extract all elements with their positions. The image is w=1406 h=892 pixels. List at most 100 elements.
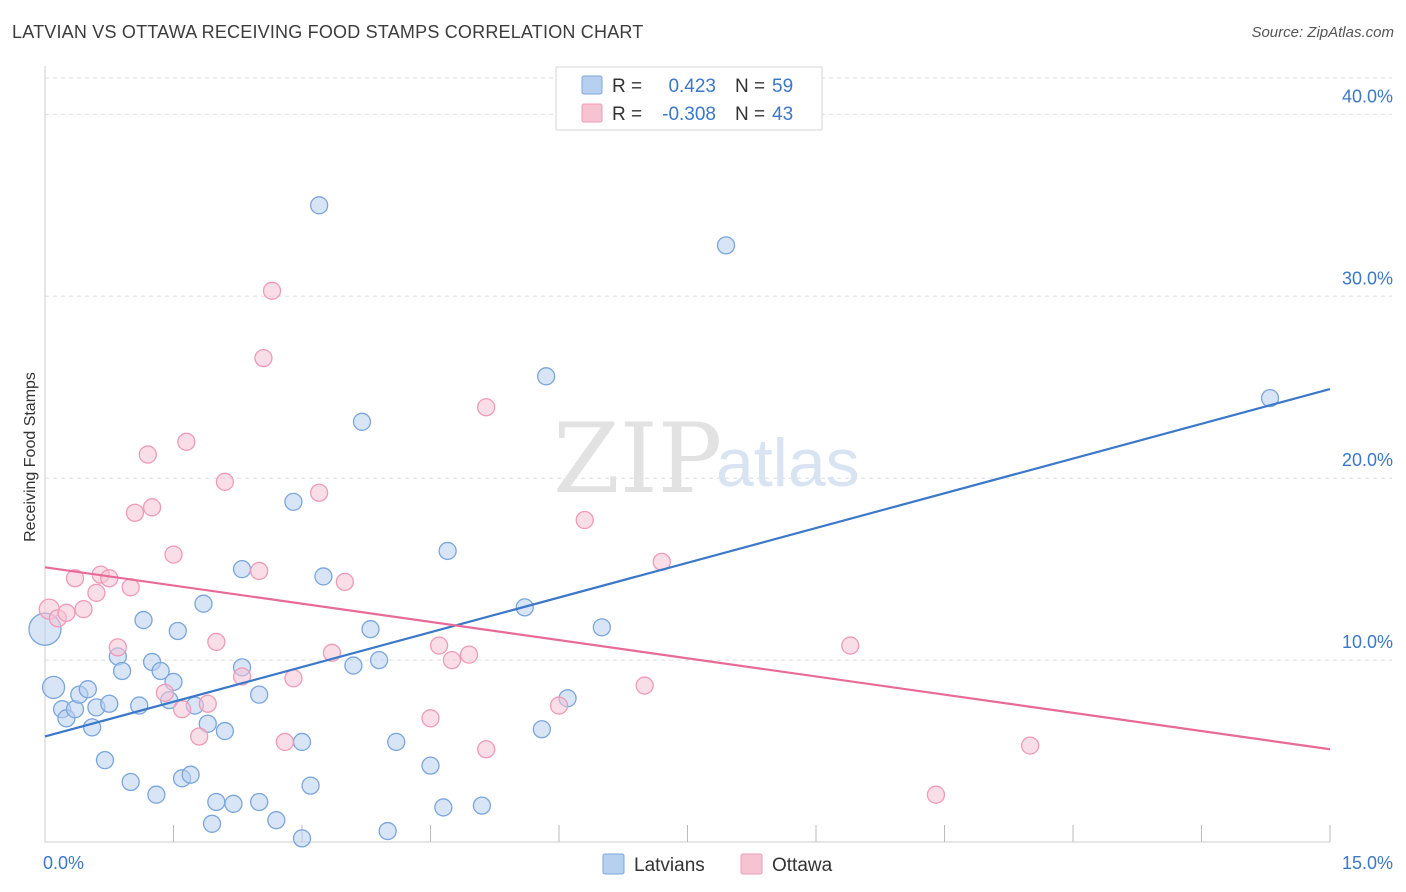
latvians-point [421, 756, 440, 775]
y-tick-label: 20.0% [1342, 450, 1393, 470]
latvians-point [369, 650, 389, 670]
latvians-point [378, 821, 397, 841]
y-tick-label: 40.0% [1342, 86, 1393, 106]
latvians-point [112, 661, 132, 681]
series-legend-swatch-ottawa [740, 853, 763, 875]
ottawa-point [549, 696, 569, 715]
y-tick-label: 30.0% [1342, 268, 1393, 288]
latvians-point [472, 796, 492, 815]
ottawa-point [74, 600, 93, 619]
series-legend-swatch-latvians [602, 853, 625, 875]
latvians-point [292, 732, 312, 752]
legend-n-value-ottawa: 43 [772, 104, 793, 125]
latvians-point [41, 675, 66, 700]
ottawa-trend-line [44, 566, 1331, 751]
ottawa-point [87, 583, 106, 602]
ottawa-point [57, 603, 76, 622]
latvians-point [1260, 389, 1280, 408]
latvians-point [292, 829, 312, 848]
latvians-point [387, 732, 406, 752]
ottawa-point [108, 638, 127, 657]
ottawa-point [198, 694, 217, 713]
latvians-point [716, 236, 736, 255]
ottawa-point [250, 561, 269, 581]
ottawa-point [164, 545, 183, 564]
ottawa-point [635, 676, 654, 695]
latvians-point [532, 720, 552, 739]
latvians-point [134, 610, 153, 630]
ottawa-point [138, 445, 157, 464]
ottawa-point [421, 709, 440, 728]
latvians-point [168, 621, 187, 641]
latvians-point [151, 661, 170, 681]
latvians-point [438, 541, 457, 561]
ottawa-point [262, 281, 282, 300]
data-points [28, 196, 1280, 848]
latvians-point [100, 694, 119, 713]
ottawa-point [841, 636, 860, 655]
latvians-point [434, 798, 453, 817]
latvians-trend-line [44, 387, 1331, 738]
latvians-point [121, 772, 140, 792]
latvians-point [250, 685, 269, 704]
ottawa-point [65, 569, 85, 588]
latvians-point [314, 567, 333, 586]
ottawa-point [125, 503, 145, 522]
legend-swatch-latvians [581, 75, 603, 95]
latvians-point [202, 814, 222, 833]
latvians-point [224, 794, 243, 813]
latvians-point [284, 492, 303, 511]
watermark-atlas: atlas [716, 425, 860, 501]
trend-lines [44, 387, 1331, 751]
axes [44, 66, 1331, 843]
series-legend-label-latvians: Latvians [634, 855, 705, 876]
ottawa-point [207, 632, 226, 652]
correlation-legend: R = 0.423 N = 59 R = -0.308 N = 43 [555, 66, 823, 131]
latvians-point [267, 811, 286, 830]
ottawa-point [155, 683, 175, 702]
latvians-point [207, 792, 226, 812]
ottawa-point [1021, 736, 1040, 755]
ottawa-point [172, 700, 192, 719]
ottawa-point [142, 498, 162, 517]
y-axis-title: Receiving Food Stamps [22, 372, 39, 542]
legend-r-value-ottawa: -0.308 [662, 104, 716, 125]
legend-n-label-latvians: N = [735, 76, 765, 97]
latvians-point [215, 721, 235, 741]
latvians-point [147, 785, 166, 804]
ottawa-point [275, 732, 295, 752]
y-tick-labels: 10.0% 20.0% 30.0% 40.0% [1342, 86, 1393, 652]
ottawa-point [215, 472, 235, 491]
latvians-point [301, 776, 320, 795]
latvians-point [344, 656, 363, 675]
series-legend: Latvians Ottawa [602, 853, 833, 876]
ottawa-point [254, 348, 273, 368]
legend-n-label-ottawa: N = [735, 104, 765, 125]
watermark-zip: ZIP [553, 403, 722, 515]
legend-r-label-ottawa: R = [612, 104, 642, 125]
ottawa-point [575, 510, 594, 530]
legend-r-value-latvians: 0.423 [668, 76, 716, 97]
ottawa-point [335, 572, 354, 592]
latvians-point [309, 196, 329, 215]
latvians-point [352, 412, 372, 431]
latvians-point [361, 620, 380, 639]
ottawa-point [459, 645, 479, 664]
latvians-point [95, 750, 115, 770]
x-tick-label: 15.0% [1342, 853, 1393, 873]
ottawa-point [309, 483, 329, 502]
latvians-point [537, 367, 556, 386]
ottawa-point [429, 636, 449, 655]
x-tick-label: 0.0% [43, 853, 84, 873]
ottawa-point [442, 650, 462, 670]
ottawa-point [926, 785, 946, 804]
latvians-point [181, 765, 200, 784]
latvians-point [194, 594, 213, 613]
legend-n-value-latvians: 59 [772, 76, 793, 97]
legend-r-label-latvians: R = [612, 76, 642, 97]
ottawa-point [232, 667, 252, 686]
ottawa-point [190, 727, 209, 746]
watermark: ZIP atlas [553, 403, 860, 515]
ottawa-point [477, 398, 496, 417]
